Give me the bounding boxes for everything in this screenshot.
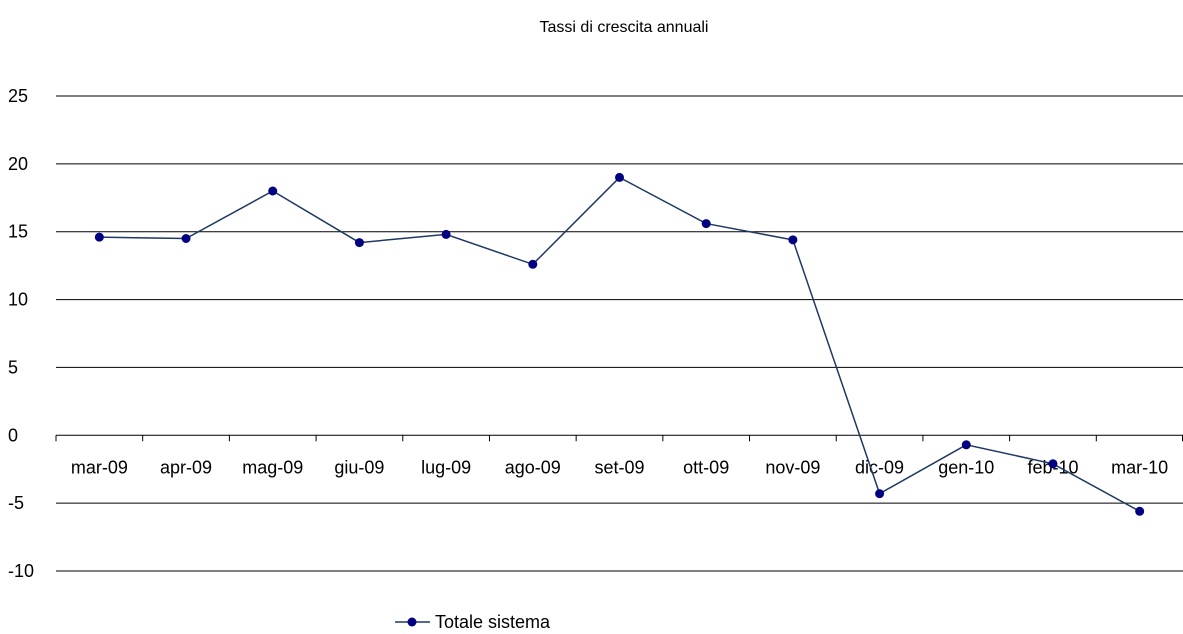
data-point [528, 259, 538, 269]
y-tick-label: 25 [8, 86, 28, 106]
data-point [961, 440, 971, 450]
data-point [1048, 459, 1058, 469]
y-tick-label: 15 [8, 222, 28, 242]
chart-title: Tassi di crescita annuali [540, 19, 709, 36]
y-tick-label: 0 [8, 425, 18, 445]
legend: Totale sistema [395, 612, 551, 632]
x-tick-label: lug-09 [421, 457, 471, 477]
y-axis-tick-labels: -10 -5 0 5 10 15 20 25 [8, 86, 34, 581]
legend-point-marker [407, 617, 417, 627]
data-point [875, 489, 885, 499]
data-point [94, 232, 104, 242]
x-axis-tick-labels: mar-09 apr-09 mag-09 giu-09 lug-09 ago-09 set-… [71, 457, 1168, 477]
data-point [701, 219, 711, 229]
y-tick-label: -5 [8, 493, 24, 513]
y-tick-label: -10 [8, 561, 34, 581]
x-tick-label: mag-09 [242, 457, 303, 477]
data-point [441, 229, 451, 239]
x-tick-label: giu-09 [334, 457, 384, 477]
y-tick-label: 20 [8, 154, 28, 174]
x-tick-label: set-09 [594, 457, 644, 477]
data-point [1135, 506, 1145, 516]
x-tick-label: mar-09 [71, 457, 128, 477]
x-tick-label: mar-10 [1111, 457, 1168, 477]
x-axis [55, 434, 1183, 442]
y-tick-label: 10 [8, 290, 28, 310]
x-tick-label: ott-09 [683, 457, 729, 477]
x-tick-label: ago-09 [505, 457, 561, 477]
x-tick-label: apr-09 [160, 457, 212, 477]
x-tick-label: gen-10 [938, 457, 994, 477]
series-points [94, 172, 1145, 516]
legend-label-totale-sistema: Totale sistema [435, 612, 551, 632]
x-tick-label: dic-09 [855, 457, 904, 477]
gridlines [56, 95, 1183, 572]
data-point [615, 172, 624, 182]
data-point [181, 234, 191, 243]
data-point [268, 186, 278, 196]
data-point [788, 235, 798, 245]
data-point [354, 238, 364, 248]
x-tick-label: nov-09 [765, 457, 820, 477]
y-tick-label: 5 [8, 357, 18, 377]
